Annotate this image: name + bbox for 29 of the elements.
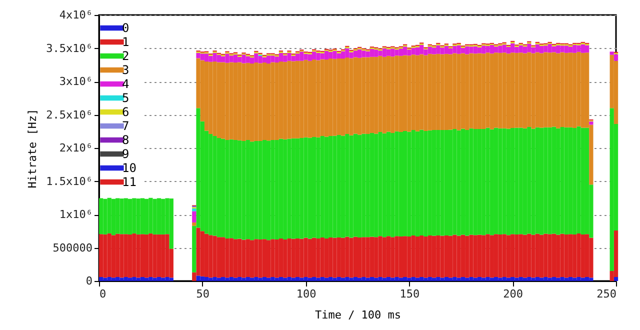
- y-tick-label: 4x10⁶: [59, 8, 92, 22]
- legend-label: 8: [122, 133, 130, 147]
- y-tick-label: 3x10⁶: [59, 75, 92, 88]
- legend-label: 0: [122, 21, 130, 35]
- x-tick-label: 150: [400, 288, 420, 300]
- legend-label: 6: [122, 105, 130, 119]
- x-tick-label: 100: [296, 288, 316, 300]
- legend-label: 11: [122, 175, 136, 189]
- x-tick-label: 50: [196, 288, 210, 300]
- y-axis-title: Hitrate [Hz]: [26, 108, 40, 188]
- y-tick-label: 2x10⁶: [59, 142, 92, 154]
- legend-label: 5: [122, 91, 130, 105]
- legend-label: 3: [122, 63, 130, 77]
- y-tick-label: 1x10⁶: [59, 208, 92, 221]
- x-tick-label: 200: [503, 288, 524, 300]
- x-tick-label: 0: [100, 288, 106, 300]
- legend-label: 9: [122, 147, 130, 161]
- legend-label: 7: [122, 119, 130, 133]
- legend-label: 2: [122, 49, 130, 63]
- y-tick-label: 1.5x10⁶: [46, 174, 92, 188]
- legend-label: 10: [122, 161, 136, 175]
- legend-label: 1: [122, 35, 130, 49]
- y-tick-label: 3.5x10⁶: [46, 42, 92, 55]
- x-tick-label: 250: [596, 288, 616, 300]
- y-tick-label: 2.5x10⁶: [46, 108, 92, 122]
- y-tick-label: 0: [86, 274, 92, 288]
- y-tick-label: 500000: [52, 241, 92, 254]
- legend-label: 4: [122, 77, 130, 91]
- x-axis-title: Time / 100 ms: [314, 308, 402, 322]
